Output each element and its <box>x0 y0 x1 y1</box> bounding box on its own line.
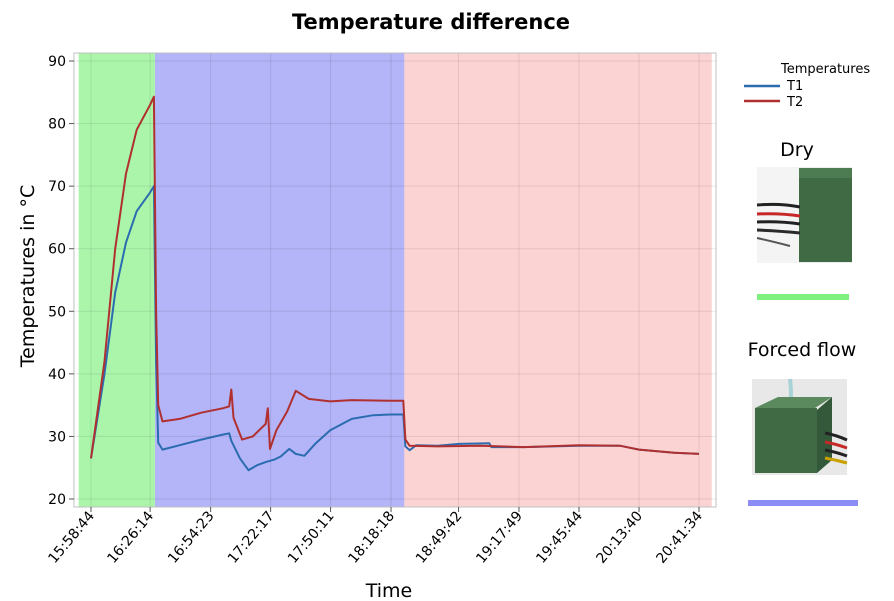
series-line-t1 <box>90 185 700 472</box>
dry-panel: Dry <box>756 139 852 300</box>
forced-flow-color-bar <box>748 500 858 506</box>
forced-flow-panel: Forced flow <box>748 339 858 506</box>
forced-flow-photo <box>752 378 848 475</box>
background-regions <box>78 53 712 507</box>
x-tick-label: 19:45:44 <box>533 508 586 567</box>
series-line-t2 <box>90 95 700 459</box>
y-axis-label: Temperatures in °C <box>17 185 39 368</box>
y-tick-label: 30 <box>48 429 66 445</box>
x-tick-label: 20:41:34 <box>653 508 706 567</box>
x-tick-label: 20:13:40 <box>593 508 646 566</box>
y-tick-label: 80 <box>48 117 66 133</box>
legend-title: Temperatures <box>780 62 870 77</box>
region-3 <box>404 53 712 507</box>
y-tick-label: 70 <box>48 179 66 195</box>
x-tick-label: 19:17:49 <box>473 508 526 566</box>
x-tick-label: 17:22:17 <box>225 508 278 566</box>
legend-label-t1: T1 <box>786 79 803 94</box>
y-tick-label: 90 <box>48 54 66 70</box>
x-tick-label: 16:26:14 <box>104 508 157 567</box>
x-axis: 15:58:44 16:26:14 16:54:23 17:22:17 17:50:11… <box>45 507 706 567</box>
series-lines <box>90 95 700 472</box>
dry-label: Dry <box>780 139 814 161</box>
x-tick-label: 17:50:11 <box>285 508 338 566</box>
x-tick-label: 18:18:18 <box>345 508 398 566</box>
x-tick-label: 15:58:44 <box>45 508 98 567</box>
dry-photo <box>756 167 852 263</box>
x-tick-label: 16:54:23 <box>165 508 218 566</box>
y-tick-label: 20 <box>48 492 66 508</box>
forced-flow-label: Forced flow <box>748 339 857 361</box>
y-tick-label: 60 <box>48 242 66 258</box>
grid <box>74 53 716 507</box>
y-tick-label: 50 <box>48 304 66 320</box>
y-tick-label: 40 <box>48 367 66 383</box>
legend: Temperatures T1 T2 <box>744 62 870 110</box>
legend-label-t2: T2 <box>786 95 803 110</box>
x-tick-label: 18:49:42 <box>413 508 466 566</box>
dry-color-bar <box>757 294 849 300</box>
chart-title: Temperature difference <box>292 10 570 34</box>
region-2 <box>154 53 405 507</box>
plot-frame <box>73 52 717 508</box>
y-axis: 20 30 40 50 60 70 80 90 <box>48 54 74 508</box>
region-1 <box>78 53 155 507</box>
x-axis-label: Time <box>365 580 413 601</box>
